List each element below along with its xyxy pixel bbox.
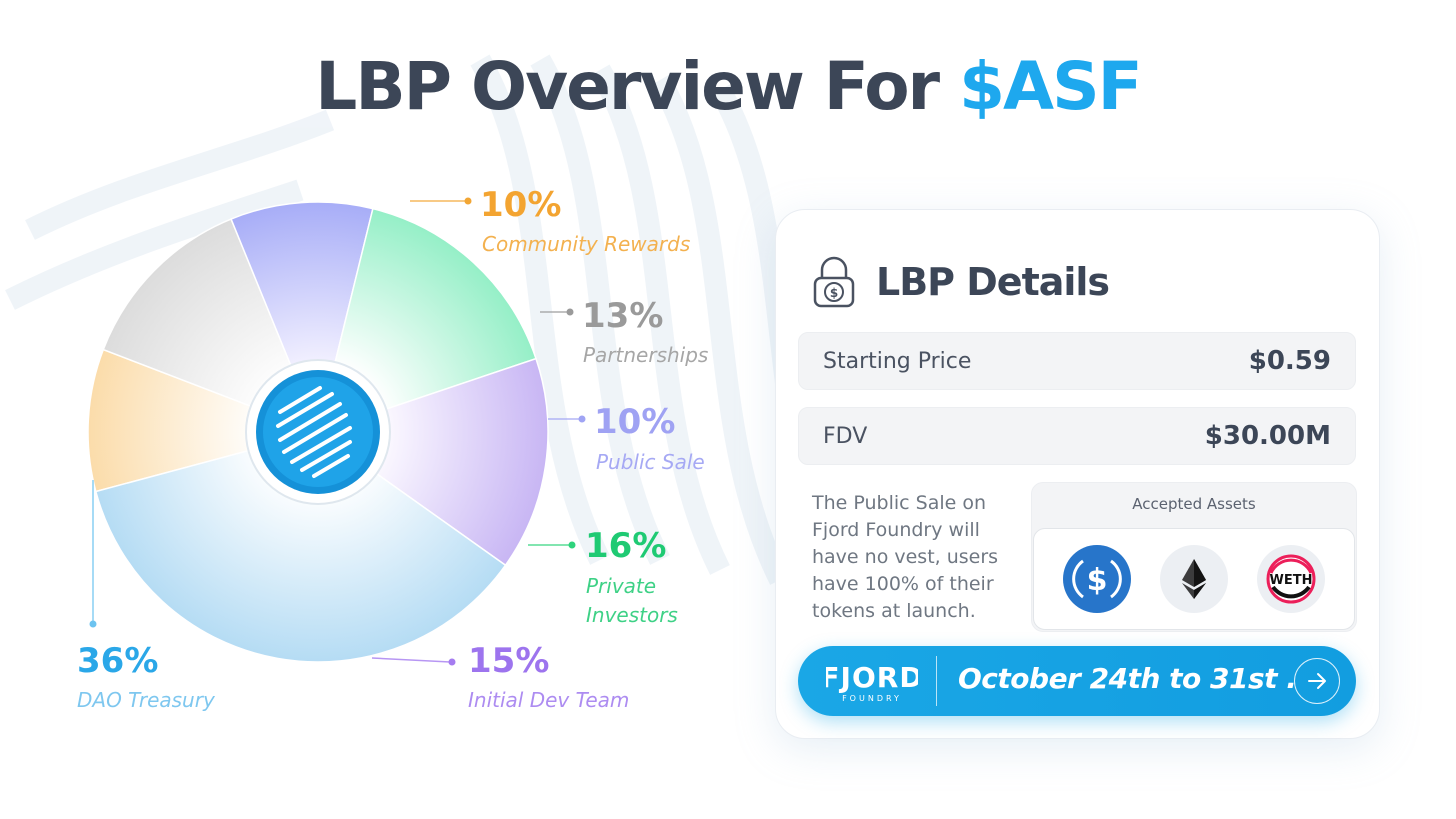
leader-dot-dao-treasury [89,620,97,628]
name-label-public-sale: Public Sale [596,450,705,474]
accepted-assets-panel: Accepted Assets $ WETH [1031,482,1357,632]
pct-label-dao-treasury: 36% [77,641,158,681]
foundry-brand: FOUNDRY [842,694,902,703]
pie-slice-initial-dev-team [316,357,549,567]
leader-dot-private-investors [568,541,576,549]
accepted-assets-list: $ WETH [1033,528,1355,630]
sale-dates-text: October 24th to 31st . [958,662,1297,695]
pct-label-partnerships: 13% [582,296,663,336]
pct-label-private-investors: 16% [585,526,666,566]
usdc-icon: $ [1063,545,1131,613]
svg-text:$: $ [1087,563,1108,598]
name-label-partnerships: Partnerships [583,343,708,367]
pie-slice-partnerships [102,218,320,434]
fjord-brand: FJORD [826,661,918,694]
public-sale-description: The Public Sale on Fjord Foundry will ha… [812,492,999,622]
name-label-private-investors: Private Investors [586,574,678,627]
card-title: LBP Details [876,260,1110,304]
pct-label-public-sale: 10% [594,402,675,442]
title-token: $ASF [959,48,1143,125]
fdv-row: FDV $30.00M [798,407,1356,465]
svg-text:WETH: WETH [1270,573,1313,588]
starting-price-value: $0.59 [1248,346,1331,376]
fjord-foundry-logo: FJORD FOUNDRY [826,661,918,703]
name-label-dao-treasury: DAO Treasury [77,688,216,712]
fdv-label: FDV [823,423,868,449]
name-label-initial-dev-team: Initial Dev Team [468,688,629,712]
pie-slice-community-rewards [87,348,321,493]
starting-price-row: Starting Price $0.59 [798,332,1356,390]
page-title: LBP Overview For $ASF [0,48,1456,125]
lbp-details-card: $ LBP Details Starting Price $0.59 FDV $… [775,209,1380,739]
leader-dot-initial-dev-team [448,658,456,666]
title-main: LBP Overview For [315,48,940,125]
pie-slice-dao-treasury [94,431,507,663]
svg-text:$: $ [830,286,838,300]
arrow-right-icon[interactable] [1294,658,1340,704]
leader-dot-community-rewards [464,197,472,205]
asf-logo-icon [245,359,391,505]
pct-label-initial-dev-team: 15% [468,641,549,681]
pie-slice-private-investors [316,207,537,434]
name-label-community-rewards: Community Rewards [482,232,690,256]
lock-dollar-icon: $ [813,256,855,308]
sale-dates-button[interactable]: FJORD FOUNDRY October 24th to 31st . [798,646,1356,716]
starting-price-label: Starting Price [823,348,972,374]
allocation-pie-chart: 10% Community Rewards 13% Partnerships 1… [77,185,708,712]
fdv-value: $30.00M [1204,421,1331,451]
card-header: $ LBP Details [810,252,1110,312]
leader-line-initial-dev-team [371,657,451,663]
weth-icon: WETH [1257,545,1325,613]
pie-slice-public-sale [230,201,374,435]
leader-dot-public-sale [578,415,586,423]
leader-dot-partnerships [566,308,574,316]
accepted-assets-title: Accepted Assets [1132,495,1256,513]
cta-divider [936,656,937,706]
pct-label-community-rewards: 10% [480,185,561,225]
ethereum-icon [1160,545,1228,613]
